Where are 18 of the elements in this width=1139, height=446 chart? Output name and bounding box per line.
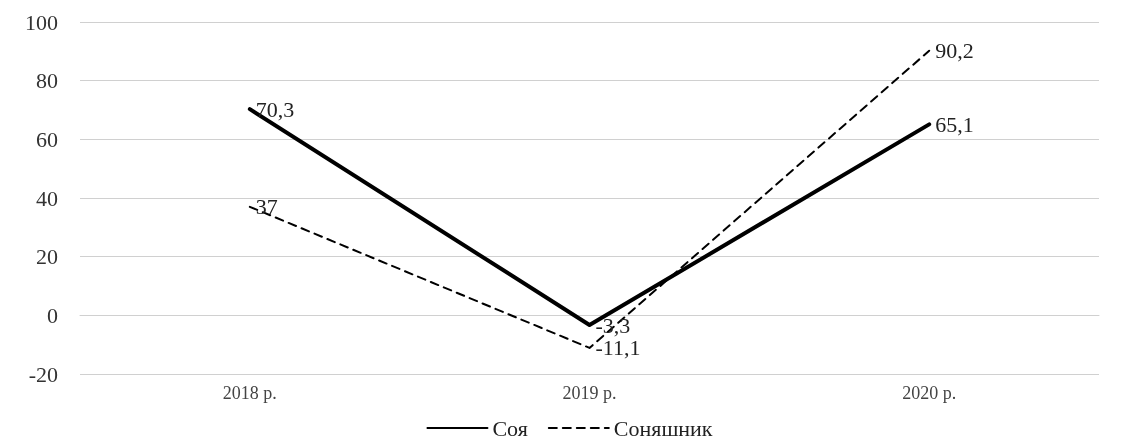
- legend-label: Соняшник: [613, 415, 713, 441]
- x-tick-label: 2018 р.: [222, 383, 277, 403]
- y-tick-label: 40: [36, 185, 58, 211]
- data-label: -11,1: [595, 335, 641, 361]
- y-tick-label: 100: [25, 9, 58, 35]
- data-label: 70,3: [255, 96, 295, 122]
- data-label: 65,1: [935, 111, 974, 137]
- x-tick-label: 2020 р.: [902, 383, 957, 403]
- data-label: 37: [255, 194, 278, 220]
- data-label: 90,2: [935, 38, 974, 64]
- x-tick-label: 2019 р.: [562, 383, 617, 403]
- y-tick-label: 20: [36, 244, 58, 270]
- y-tick-label: 0: [47, 302, 58, 328]
- y-tick-label: 60: [36, 126, 58, 152]
- legend-label: Соя: [492, 415, 528, 441]
- y-tick-label: -20: [28, 361, 58, 387]
- y-tick-label: 80: [36, 68, 58, 94]
- data-label: -3,3: [595, 312, 631, 338]
